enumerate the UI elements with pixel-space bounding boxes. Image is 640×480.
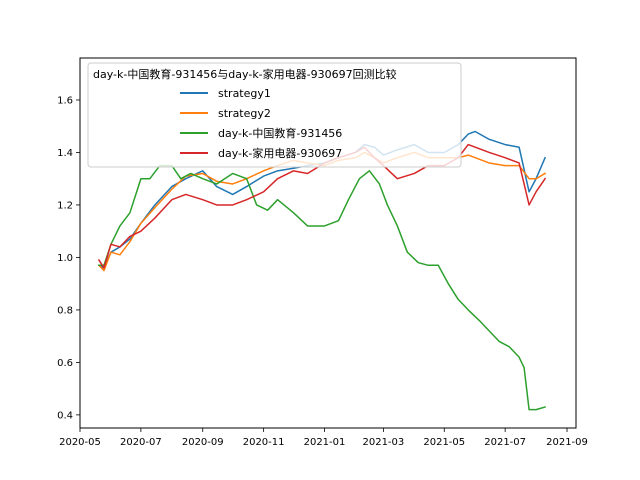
legend-label-4: day-k-家用电器-930697 — [218, 146, 342, 160]
y-tick-label: 1.2 — [57, 200, 73, 211]
x-tick-label: 2021-05 — [423, 437, 465, 448]
x-tick-label: 2020-07 — [120, 437, 162, 448]
legend-title: day-k-中国教育-931456与day-k-家用电器-930697回测比较 — [93, 67, 397, 81]
y-tick-label: 0.6 — [57, 358, 73, 369]
y-tick-label: 1.4 — [57, 148, 73, 159]
axes-frame — [79, 57, 577, 429]
y-axis: 0.4 0.6 0.8 1.0 1.2 1.4 1.6 — [57, 95, 80, 421]
legend-label-2: strategy2 — [218, 107, 271, 120]
y-tick-label: 1.6 — [57, 95, 73, 106]
x-tick-label: 2021-03 — [362, 437, 404, 448]
legend-box — [87, 62, 462, 168]
x-axis: 2020-05 2020-07 2020-09 2020-11 2021-01 2021-… — [59, 428, 588, 448]
legend-label-1: strategy1 — [218, 87, 271, 100]
y-tick-label: 1.0 — [57, 253, 73, 264]
x-tick-label: 2020-05 — [59, 437, 101, 448]
x-tick-label: 2021-07 — [484, 437, 526, 448]
y-tick-label: 0.8 — [57, 305, 73, 316]
x-tick-label: 2020-11 — [243, 437, 285, 448]
x-tick-label: 2020-09 — [182, 437, 224, 448]
legend-label-3: day-k-中国教育-931456 — [218, 126, 342, 140]
x-tick-label: 2021-09 — [546, 437, 588, 448]
legend: day-k-中国教育-931456与day-k-家用电器-930697回测比较 s… — [87, 62, 462, 168]
y-tick-label: 0.4 — [57, 410, 73, 421]
x-tick-label: 2021-01 — [304, 437, 346, 448]
